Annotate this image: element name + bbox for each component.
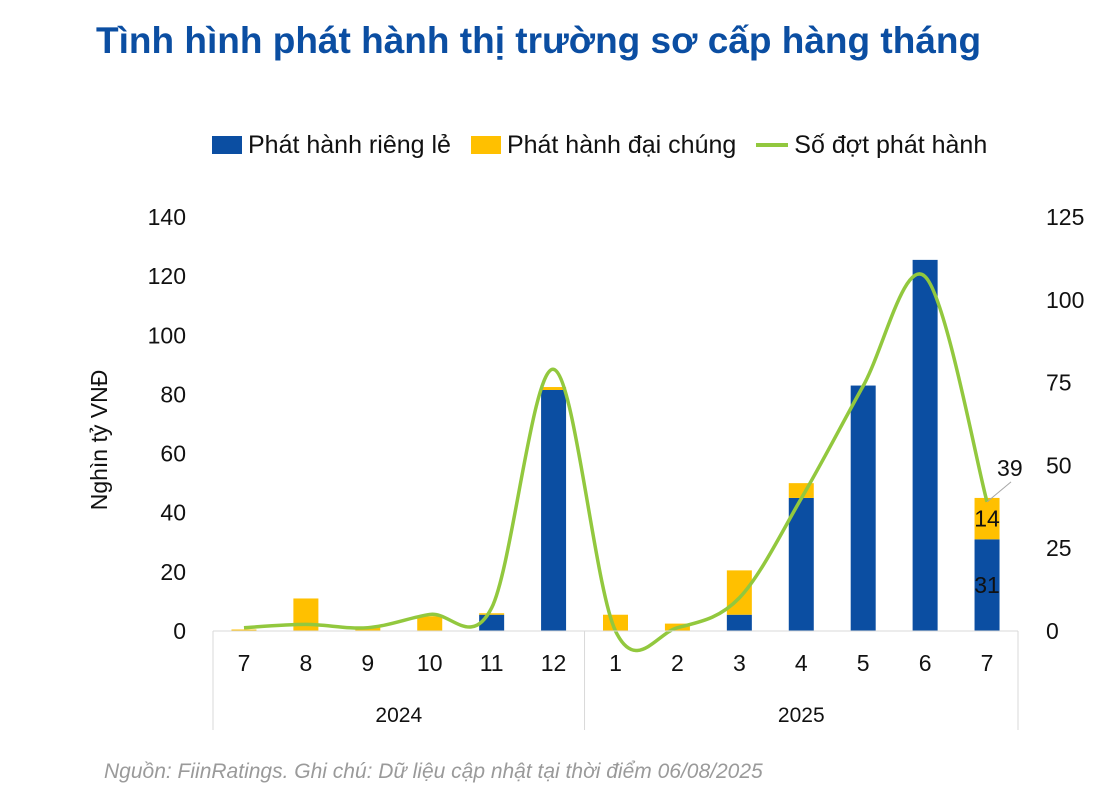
data-label-public-last: 14	[974, 506, 1000, 532]
bar-public-3	[417, 616, 443, 631]
x-tick-label-0: 7	[238, 650, 251, 676]
legend-label-private: Phát hành riêng lẻ	[248, 130, 451, 159]
data-label-private-last: 31	[974, 572, 1000, 598]
y2-tick-label-125: 125	[1046, 204, 1084, 230]
x-tick-label-8: 3	[733, 650, 746, 676]
y2-tick-label-25: 25	[1046, 535, 1072, 561]
bar-private-5	[541, 389, 567, 631]
chart-title: Tình hình phát hành thị trường sơ cấp hà…	[96, 20, 982, 61]
y2-tick-label-75: 75	[1046, 370, 1072, 396]
legend-label-public: Phát hành đại chúng	[506, 130, 737, 159]
bar-private-12	[974, 539, 1000, 631]
bar-private-8	[726, 614, 752, 631]
y-axis-label: Nghìn tỷ VNĐ	[86, 370, 112, 511]
x-tick-label-1: 8	[299, 650, 312, 676]
x-tick-label-11: 6	[919, 650, 932, 676]
y2-tick-label-0: 0	[1046, 618, 1059, 644]
x-tick-label-2: 9	[361, 650, 374, 676]
source-note: Nguồn: FiinRatings. Ghi chú: Dữ liệu cập…	[104, 760, 763, 783]
bar-private-10	[850, 385, 876, 631]
legend-swatch-public	[470, 136, 501, 154]
bar-public-5	[541, 387, 567, 390]
legend-item-public: Phát hành đại chúng	[470, 130, 737, 160]
y-tick-label-80: 80	[160, 381, 186, 407]
legend-item-private: Phát hành riêng lẻ	[212, 131, 451, 160]
x-tick-label-10: 5	[857, 650, 870, 676]
legend-swatch-private	[212, 136, 242, 154]
y-tick-label-0: 0	[173, 618, 186, 644]
bar-public-12	[974, 497, 1000, 540]
data-label-leader-count	[986, 481, 1012, 503]
y-tick-label-20: 20	[160, 559, 186, 585]
legend-label-count: Số đợt phát hành	[794, 130, 988, 159]
y-tick-label-100: 100	[148, 322, 186, 348]
data-label-count-last: 39	[997, 455, 1023, 481]
x-tick-label-4: 11	[480, 650, 504, 676]
y2-tick-label-50: 50	[1046, 452, 1072, 478]
legend-swatch-count	[756, 143, 789, 147]
bar-public-0	[231, 629, 257, 631]
series-line-count	[243, 272, 989, 653]
bar-private-9	[788, 497, 814, 631]
bar-public-4	[479, 613, 505, 615]
legend: Phát hành riêng lẻ Phát hành đại chúng S…	[212, 128, 987, 162]
group-label-2024: 2024	[375, 704, 422, 727]
y-tick-label-60: 60	[160, 441, 186, 467]
group-label-2025: 2025	[778, 704, 825, 727]
bar-private-11	[912, 259, 938, 631]
y-tick-label-120: 120	[148, 263, 186, 289]
x-tick-label-12: 7	[981, 650, 994, 676]
y2-tick-label-100: 100	[1046, 287, 1084, 313]
y-tick-label-140: 140	[148, 204, 186, 230]
x-tick-label-6: 1	[609, 650, 622, 676]
y-tick-label-40: 40	[160, 500, 186, 526]
x-tick-label-7: 2	[671, 650, 684, 676]
legend-item-count: Số đợt phát hành	[756, 131, 987, 160]
x-tick-label-9: 4	[795, 650, 808, 676]
x-tick-label-3: 10	[417, 650, 443, 676]
x-tick-label-5: 12	[541, 650, 567, 676]
